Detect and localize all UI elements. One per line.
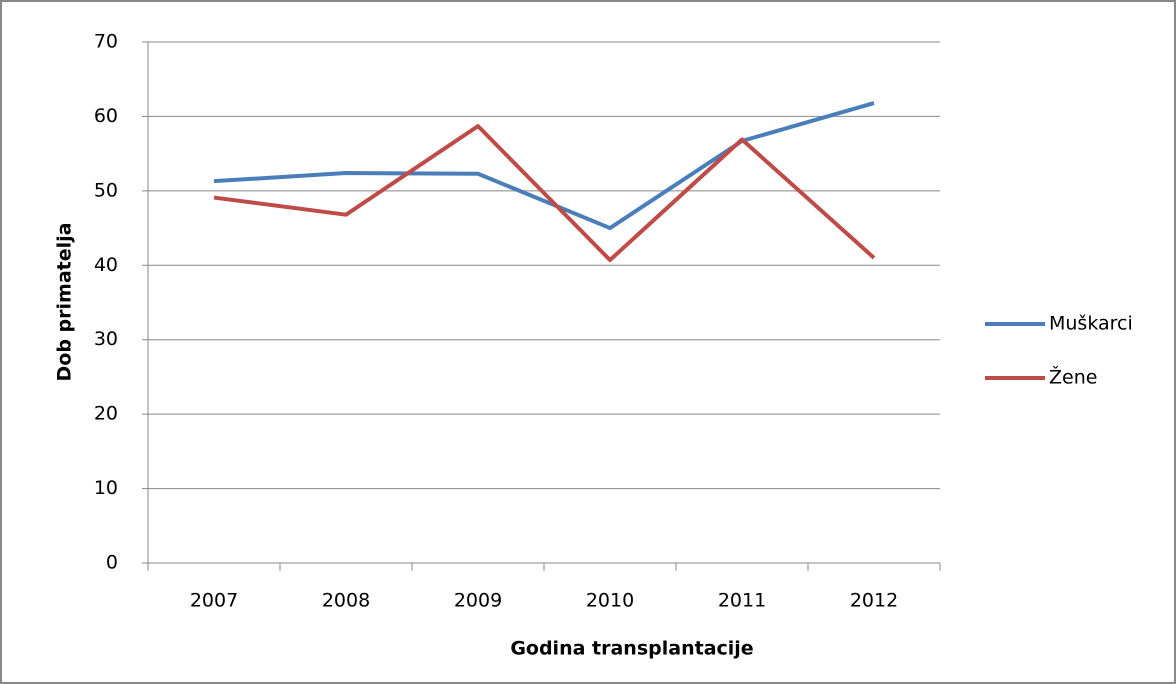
y-tick-label: 10 (94, 477, 118, 499)
y-tick-label: 60 (94, 105, 118, 127)
x-tick-label: 2010 (586, 590, 634, 612)
legend-label: Žene (1049, 366, 1097, 389)
x-tick-label: 2008 (322, 590, 370, 612)
legend-label: Muškarci (1049, 313, 1133, 335)
x-tick-label: 2011 (718, 590, 766, 612)
x-tick-label: 2009 (454, 590, 502, 612)
y-tick-label: 0 (106, 552, 118, 574)
x-tick-label: 2007 (190, 590, 238, 612)
x-axis-title: Godina transplantacije (510, 638, 753, 660)
y-tick-label: 20 (94, 403, 118, 425)
y-tick-label: 30 (94, 328, 118, 350)
y-tick-label: 50 (94, 179, 118, 201)
y-axis-title: Dob primatelja (54, 223, 76, 382)
series-line (213, 124, 876, 263)
y-tick-label: 70 (94, 31, 118, 53)
series-line (213, 101, 875, 231)
x-tick-label: 2012 (850, 590, 898, 612)
y-tick-label: 40 (94, 254, 118, 276)
